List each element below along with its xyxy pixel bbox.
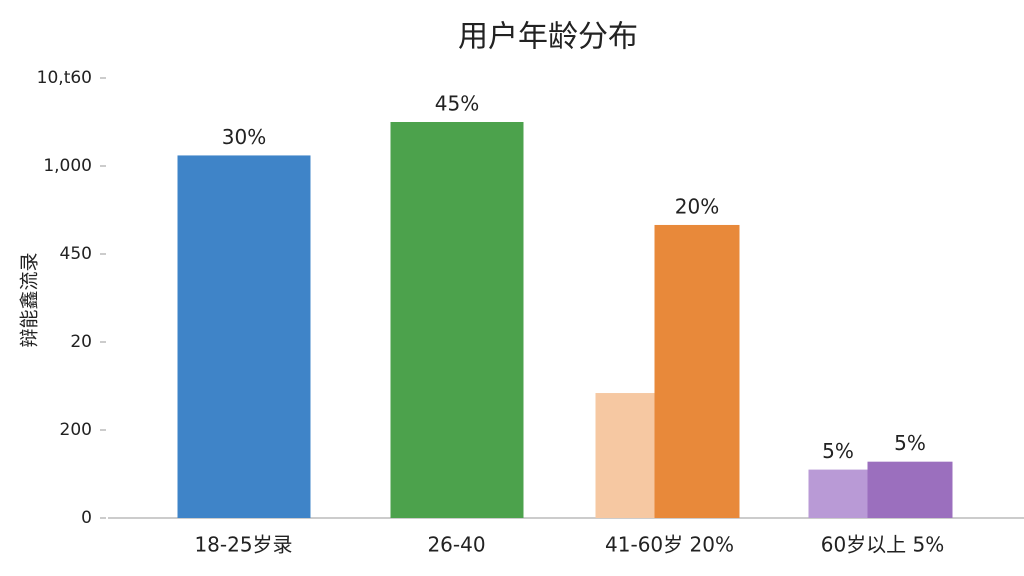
y-tick-label: 10,t60 [37,68,92,88]
y-tick-label: 1,000 [43,156,92,176]
y-tick-label: 450 [60,244,92,264]
data-label: 45% [435,92,479,116]
data-label: 5% [822,439,854,463]
data-label: 20% [675,194,719,218]
x-tick-label: 41-60岁 20% [605,533,734,557]
faded-bar [808,469,868,518]
y-tick-label: 0 [81,508,92,528]
bar [867,461,953,518]
x-tick-label: 26-40 [427,533,485,557]
y-tick-label: 20 [70,332,92,352]
x-tick-label: 18-25岁录 [194,533,292,557]
faded-bar [595,393,655,518]
y-axis-label: 辩能鑫流录 [19,252,41,347]
bar [654,224,740,518]
data-label: 30% [222,125,266,149]
bar [390,122,524,518]
data-label: 5% [894,431,926,455]
bar [177,155,311,518]
chart-title: 用户年龄分布 [458,20,638,55]
y-tick-label: 200 [60,420,92,440]
x-tick-label: 60岁以上 5% [821,533,945,557]
